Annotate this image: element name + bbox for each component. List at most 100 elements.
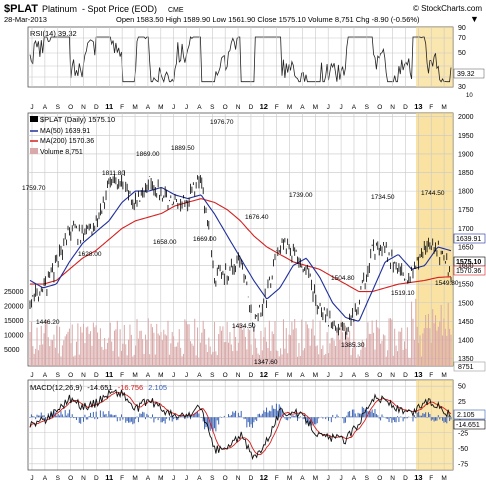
price-grid: [28, 27, 453, 470]
volume-bar: [160, 331, 162, 366]
macd-hist-bar: [108, 411, 110, 418]
volume-bar: [366, 338, 368, 366]
volume-bar: [163, 329, 165, 366]
macd-hist-bar: [237, 412, 239, 418]
macd-hist-bar: [373, 413, 375, 418]
volume-bar: [411, 301, 413, 366]
x-tick-label: 12: [260, 102, 268, 111]
macd-hist-bar: [215, 417, 217, 432]
volume-bar: [88, 333, 90, 366]
volume-bar: [81, 332, 83, 366]
macd-hist-bar: [378, 417, 380, 419]
volume-bar: [226, 322, 228, 366]
x-tick-label: A: [197, 475, 202, 482]
volume-bar: [171, 331, 173, 366]
macd-hist-bar: [33, 416, 35, 418]
x-tick-label: 11: [105, 473, 113, 482]
volume-bar: [356, 357, 358, 366]
volume-bar: [270, 350, 272, 366]
x-tick-label: F: [429, 475, 433, 482]
macd-hist-bar: [374, 409, 376, 418]
macd-hist-bar: [59, 415, 61, 418]
x-tick-label: A: [352, 372, 357, 379]
volume-bar: [228, 342, 230, 366]
macd-hist-bar: [330, 417, 332, 423]
x-tick-label: N: [236, 104, 241, 111]
macd-hist-bar: [302, 417, 304, 420]
macd-hist-bar: [408, 416, 410, 418]
macd-hist-bar: [74, 417, 76, 418]
volume-bar: [74, 355, 76, 366]
volume-bar: [109, 322, 111, 366]
x-tick-label: N: [390, 104, 395, 111]
annotation-1549: 1549.80: [435, 280, 459, 287]
macd-hist-bar: [449, 417, 451, 422]
macd-hist-bar: [415, 417, 417, 419]
macd-hist-bar: [370, 411, 372, 418]
macd-hist-bar: [259, 413, 261, 418]
macd-hist-bar: [230, 414, 232, 418]
macd-hist-bar: [99, 410, 101, 418]
volume-bar: [156, 323, 158, 366]
volume-bar: [264, 327, 266, 366]
legend-ma200: MA(200) 1570.36: [40, 138, 94, 145]
x-tick-label: 12: [260, 473, 268, 482]
volume-bar: [202, 320, 204, 366]
macd-hist-bar: [198, 413, 200, 418]
volume-bar: [413, 339, 415, 366]
macd-hist-bar: [325, 417, 327, 420]
macd-hist-bar: [151, 414, 153, 418]
volume-bar: [405, 348, 407, 366]
x-tick-label: D: [403, 372, 408, 379]
x-tick-label: M: [158, 372, 163, 379]
macd-hist-bar: [88, 416, 90, 418]
chart-symbol: $PLAT: [4, 3, 38, 15]
x-tick-label: A: [43, 104, 48, 111]
macd-hist-bar: [271, 405, 273, 418]
macd-hist-bar: [191, 416, 193, 418]
macd-hist-bar: [244, 417, 246, 419]
volume-bar: [122, 343, 124, 366]
x-tick-label: S: [365, 372, 370, 379]
volume-bar: [63, 340, 65, 366]
macd-hist-bar: [287, 417, 289, 421]
rsi-tick-90: 90: [458, 25, 466, 32]
volume-bar: [430, 342, 432, 366]
rsi-line: [29, 36, 452, 84]
macd-hist-bar: [139, 413, 141, 418]
x-tick-label: A: [197, 104, 202, 111]
volume-bar: [112, 350, 114, 366]
volume-bar: [415, 298, 417, 366]
macd-hist-bar: [426, 417, 428, 418]
macd-hist-bar: [297, 417, 299, 421]
macd-hist-bar: [129, 417, 131, 423]
x-tick-label: M: [441, 372, 446, 379]
volume-bar: [39, 344, 41, 366]
volume-bar: [288, 334, 290, 366]
macd-hist-bar: [358, 413, 360, 418]
volume-bar: [177, 342, 179, 366]
macd-hist-bar: [336, 414, 338, 418]
volume-bar: [244, 336, 246, 366]
volume-bar: [277, 350, 279, 366]
macd-hist-bar: [50, 411, 52, 418]
macd-hist-bar: [171, 417, 173, 422]
volume-bar: [243, 325, 245, 366]
volume-bar: [289, 335, 291, 366]
volume-bar: [375, 319, 377, 366]
volume-bar: [95, 325, 97, 366]
volume-bar: [46, 319, 48, 366]
volume-bar: [246, 349, 248, 366]
volume-bar: [260, 330, 262, 366]
macd-hist-bar: [298, 417, 300, 419]
macd-hist-bar: [422, 413, 424, 418]
macd-hist-bar: [44, 417, 46, 421]
macd-hist-bar: [119, 417, 121, 421]
volume-bar: [271, 331, 273, 366]
macd-hist-bar: [371, 409, 373, 418]
macd-hist-bar: [329, 417, 331, 418]
volume-bar: [336, 332, 338, 366]
macd-hist-bar: [136, 416, 138, 418]
macd-hist-bar: [404, 417, 406, 419]
macd-hist-bar: [66, 415, 68, 418]
